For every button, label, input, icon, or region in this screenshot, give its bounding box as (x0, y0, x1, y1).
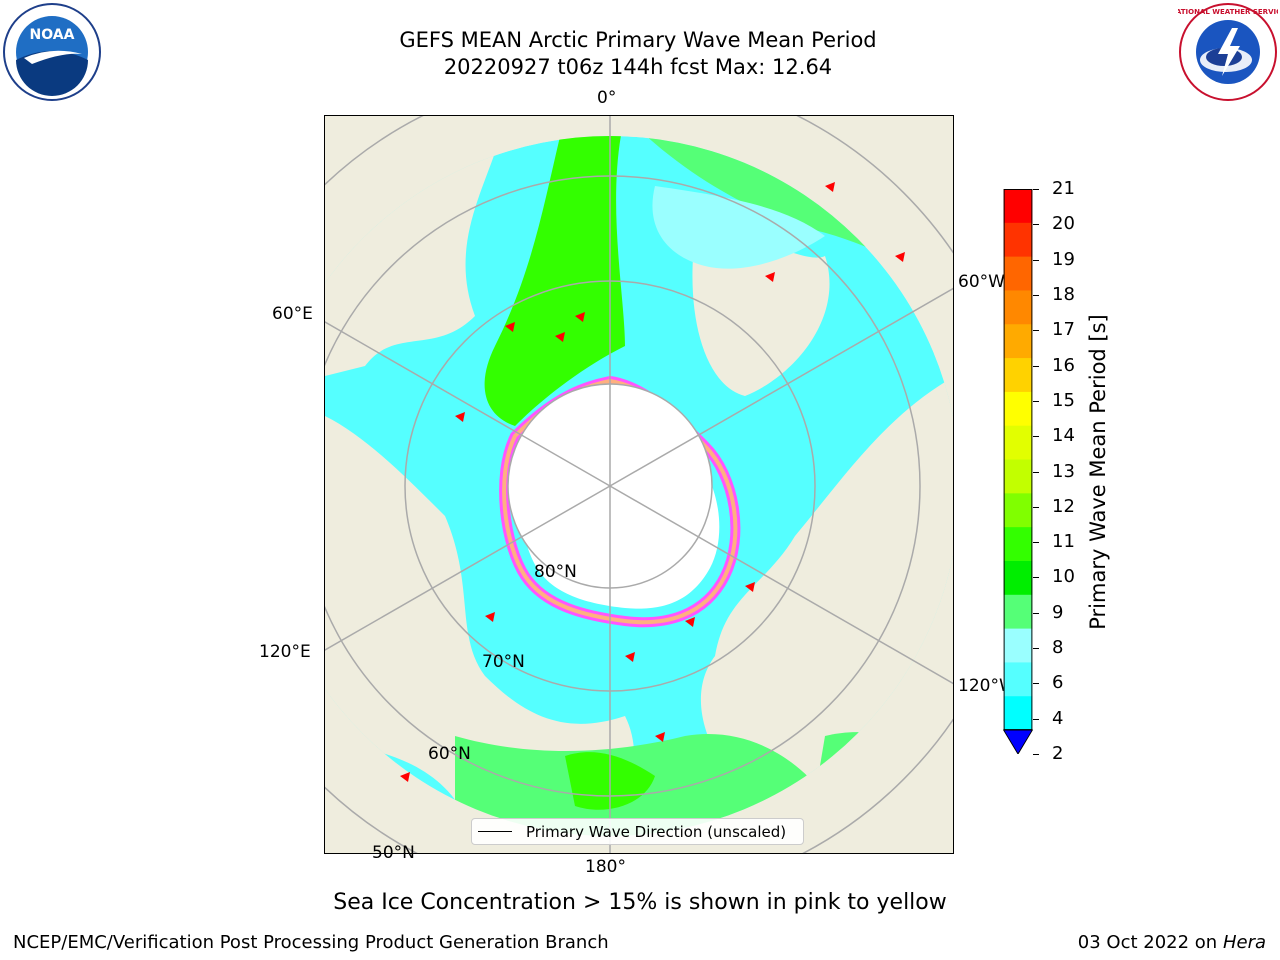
colorbar-segment (1003, 222, 1033, 258)
colorbar-tick-mark (1033, 294, 1039, 296)
colorbar-tick-mark (1033, 365, 1039, 367)
lon-label-120w: 120°W (958, 676, 1016, 696)
colorbar-title: Primary Wave Mean Period [s] (1086, 314, 1110, 630)
colorbar-tick-mark (1033, 259, 1039, 261)
colorbar-tick-label: 6 (1052, 672, 1064, 694)
colorbar-tick-mark (1033, 189, 1039, 190)
colorbar-tick-label: 21 (1052, 178, 1075, 199)
colorbar-tick-mark (1033, 683, 1039, 685)
map-legend: Primary Wave Direction (unscaled) (471, 818, 804, 845)
polar-map (324, 115, 954, 854)
colorbar-tick-mark (1033, 224, 1039, 226)
colorbar-tick-mark (1033, 436, 1039, 438)
legend-line-swatch (478, 831, 512, 832)
colorbar-segment (1003, 628, 1033, 663)
colorbar-tick-mark (1033, 506, 1039, 508)
noaa-logo-text: NOAA (30, 27, 75, 43)
colorbar-outline (1003, 189, 1033, 731)
colorbar-tick-label: 16 (1052, 354, 1075, 376)
colorbar-segment (1003, 662, 1033, 697)
colorbar-segment (1003, 256, 1033, 291)
colorbar-segment (1003, 391, 1033, 427)
colorbar-segment (1003, 527, 1033, 562)
footer-date-text: 03 Oct 2022 on (1077, 932, 1223, 953)
colorbar-segment (1003, 594, 1033, 630)
lon-label-120e: 120°E (259, 642, 311, 662)
colorbar-tick-mark (1033, 330, 1039, 332)
colorbar-tick-mark (1033, 577, 1039, 579)
colorbar-tick-label: 8 (1052, 637, 1064, 659)
colorbar-tick-mark (1033, 754, 1039, 755)
nws-logo-text: NATIONAL WEATHER SERVICE (1178, 8, 1278, 16)
sea-ice-note: Sea Ice Concentration > 15% is shown in … (333, 890, 947, 915)
colorbar-segment (1003, 493, 1033, 528)
colorbar-segment (1003, 696, 1033, 731)
lon-label-0: 0° (597, 88, 617, 108)
footer-host: Hera (1222, 932, 1266, 953)
colorbar-segment (1003, 290, 1033, 325)
lon-label-180: 180° (585, 857, 626, 877)
colorbar-tick-label: 11 (1052, 531, 1075, 553)
colorbar-tick-mark (1033, 718, 1039, 720)
colorbar-tick-label: 15 (1052, 389, 1075, 411)
colorbar-tick-mark (1033, 612, 1039, 614)
lon-label-60e: 60°E (272, 304, 313, 324)
lon-label-60w: 60°W (958, 272, 1005, 292)
colorbar-segment (1003, 324, 1033, 359)
lat-label-80: 80°N (534, 562, 577, 582)
noaa-logo: NOAA (3, 3, 101, 101)
colorbar-tick-label: 10 (1052, 566, 1075, 588)
colorbar-tick-mark (1033, 648, 1039, 650)
legend-label: Primary Wave Direction (unscaled) (526, 822, 787, 841)
colorbar-tick-mark (1033, 542, 1039, 544)
chart-title: GEFS MEAN Arctic Primary Wave Mean Perio… (399, 28, 877, 52)
colorbar-tick-label: 12 (1052, 495, 1075, 517)
lat-label-50: 50°N (372, 843, 415, 863)
colorbar-tick-label: 13 (1052, 460, 1075, 482)
footer-date: 03 Oct 2022 on Hera (1078, 932, 1266, 953)
polar-map-graphic (325, 116, 953, 853)
colorbar-tick-label: 17 (1052, 319, 1075, 341)
colorbar-segment (1003, 560, 1033, 596)
colorbar-segment (1003, 358, 1033, 393)
colorbar-tick-label: 2 (1052, 743, 1064, 764)
colorbar-tick-label: 9 (1052, 601, 1064, 623)
colorbar-tick-label: 14 (1052, 425, 1075, 447)
colorbar-tick-label: 18 (1052, 283, 1075, 305)
colorbar-segment (1003, 459, 1033, 494)
lat-label-60: 60°N (428, 744, 471, 764)
lat-label-70: 70°N (482, 652, 525, 672)
colorbar-segment (1003, 189, 1033, 224)
colorbar-tick-mark (1033, 400, 1039, 402)
colorbar-tick-label: 19 (1052, 248, 1075, 270)
colorbar-tick-mark (1033, 471, 1039, 473)
nws-logo: NATIONAL WEATHER SERVICE (1178, 3, 1278, 101)
footer-organization: NCEP/EMC/Verification Post Processing Pr… (13, 932, 609, 953)
colorbar-extend-triangle (1003, 729, 1033, 754)
colorbar-tick-label: 20 (1052, 213, 1075, 235)
colorbar-segment (1003, 425, 1033, 461)
colorbar (1003, 189, 1033, 754)
colorbar-tick-label: 4 (1052, 707, 1064, 729)
chart-subtitle: 20220927 t06z 144h fcst Max: 12.64 (443, 55, 833, 79)
